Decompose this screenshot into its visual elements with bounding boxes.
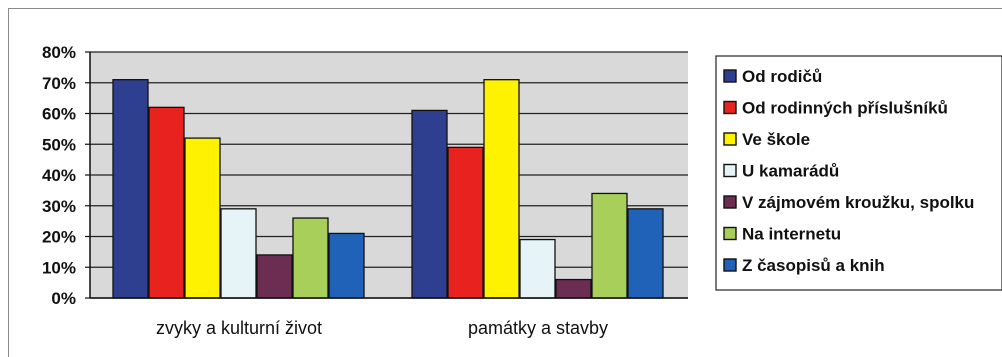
y-tick-label: 70% <box>42 74 76 93</box>
legend-box <box>715 55 1002 291</box>
bar-u-kamar-d--2 <box>519 238 556 299</box>
legend-label: Ve škole <box>742 130 810 149</box>
y-axis: 0% 10% 20% 30% 40% 50% 60% 70% 80% <box>42 43 688 308</box>
legend: Od rodičů Od rodinných příslušníků Ve škol… <box>715 55 1002 291</box>
y-tick-label: 20% <box>42 228 76 247</box>
bar-z-asopis-a-knih-2 <box>627 208 664 299</box>
bar-z-asopis-a-knih-1 <box>328 232 365 299</box>
bar-od-rodi--1 <box>112 79 149 299</box>
chart-frame <box>8 8 1002 357</box>
plot-area <box>90 51 688 299</box>
legend-swatch <box>723 69 737 83</box>
legend-label: U kamarádů <box>742 162 839 181</box>
bar-ve-kole-2 <box>483 79 520 299</box>
legend-swatch <box>723 258 737 272</box>
y-tick-label: 80% <box>42 43 76 62</box>
legend-label: Na internetu <box>742 225 841 244</box>
legend-swatch <box>723 226 737 241</box>
legend-swatch <box>723 195 737 209</box>
x-category-label: památky a stavby <box>468 318 608 338</box>
legend-label: Z časopisů a knih <box>742 256 885 275</box>
bar-od-rodinn-ch-p-slu-n-k--2 <box>447 146 484 299</box>
x-axis: zvyky a kulturní život památky a stavby <box>156 318 608 338</box>
bar-v-z-jmov-m-krou-ku-spolku-1 <box>256 254 293 299</box>
bar-ve-kole-1 <box>184 137 221 299</box>
y-tick-label: 40% <box>42 166 76 185</box>
bar-na-internetu-2 <box>591 192 628 299</box>
y-tick-label: 50% <box>42 135 76 154</box>
bar-v-z-jmov-m-krou-ku-spolku-2 <box>555 278 592 299</box>
bar-od-rodi--2 <box>411 109 448 299</box>
legend-swatch <box>723 132 737 146</box>
legend-swatch <box>723 163 737 178</box>
y-tick-label: 0% <box>51 289 76 308</box>
legend-label: Od rodičů <box>742 67 822 86</box>
legend-label: Od rodinných příslušníků <box>742 99 948 118</box>
bar-u-kamar-d--1 <box>220 208 257 299</box>
y-tick-label: 30% <box>42 197 76 216</box>
y-tick-label: 60% <box>42 105 76 124</box>
legend-label: V zájmovém kroužku, spolku <box>742 193 974 212</box>
bar-od-rodinn-ch-p-slu-n-k--1 <box>148 106 185 299</box>
bar-na-internetu-1 <box>292 217 329 299</box>
y-tick-label: 10% <box>42 258 76 277</box>
x-category-label: zvyky a kulturní život <box>156 318 322 338</box>
legend-swatch <box>723 100 737 115</box>
